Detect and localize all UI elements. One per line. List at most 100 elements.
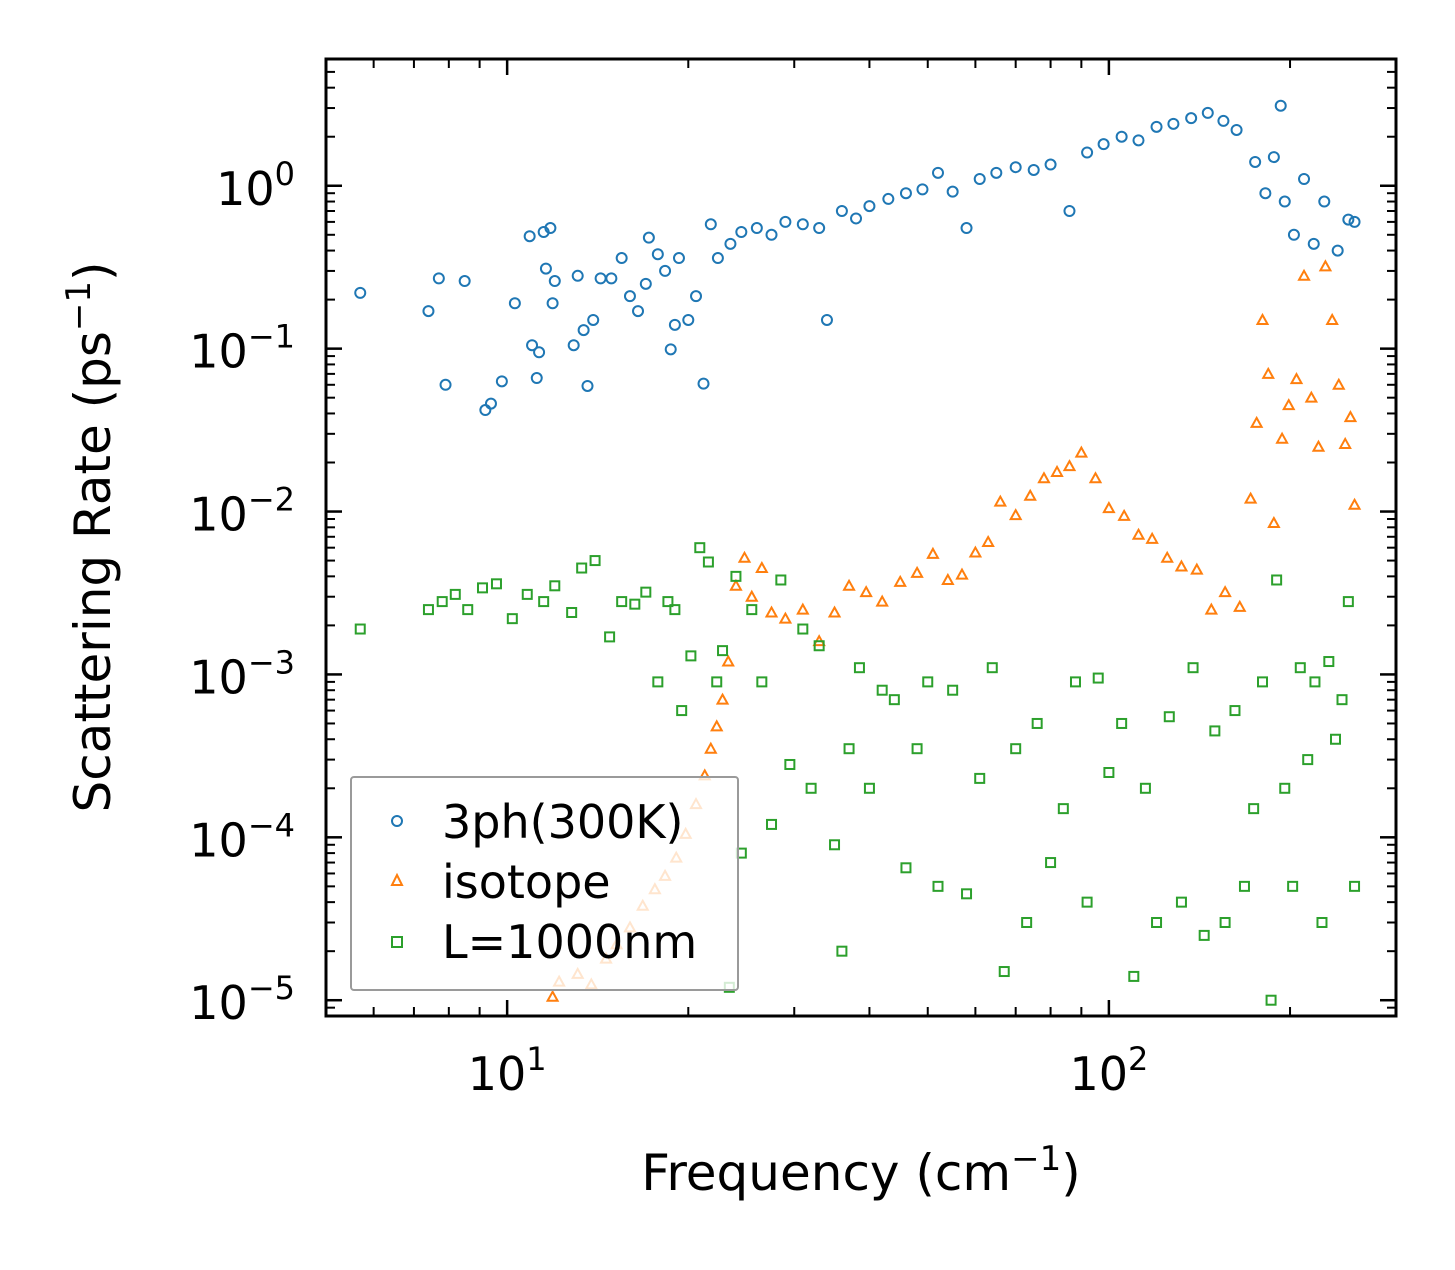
data-point-isotope — [1023, 488, 1037, 501]
data-point-l-1000nm — [506, 613, 518, 625]
data-point-isotope — [1289, 372, 1304, 385]
data-point-3ph-300k — [682, 313, 695, 326]
data-point-l-1000nm — [836, 945, 848, 957]
data-point-3ph-300k — [1044, 158, 1057, 171]
legend: 3ph(300K) isotope L=1000nm — [350, 776, 739, 991]
data-point-isotope — [1318, 259, 1333, 272]
data-point-l-1000nm — [1336, 694, 1348, 706]
data-point-3ph-300k — [779, 215, 792, 228]
legend-marker-circle — [391, 815, 403, 827]
legend-label-3ph: 3ph(300K) — [442, 795, 683, 849]
data-point-3ph-300k — [581, 379, 594, 392]
x-tick-label: 101 — [468, 1040, 547, 1101]
data-point-3ph-300k — [1342, 213, 1355, 226]
data-point-3ph-300k — [484, 397, 497, 410]
data-point-l-1000nm — [853, 662, 865, 674]
data-point-l-1000nm — [616, 596, 628, 608]
data-point-l-1000nm — [1057, 803, 1069, 815]
data-point-3ph-300k — [690, 290, 703, 303]
data-point-l-1000nm — [829, 839, 841, 851]
data-point-l-1000nm — [1349, 880, 1361, 892]
data-point-3ph-300k — [750, 222, 763, 235]
data-point-3ph-300k — [931, 166, 944, 179]
data-point-isotope — [968, 545, 983, 558]
data-point-3ph-300k — [548, 275, 561, 288]
data-point-isotope — [1267, 515, 1281, 529]
data-point-l-1000nm — [717, 645, 729, 657]
data-point-3ph-300k — [571, 269, 584, 282]
data-point-l-1000nm — [876, 684, 888, 696]
data-point-3ph-300k — [960, 222, 973, 235]
data-point-isotope — [1074, 445, 1089, 458]
data-point-isotope — [842, 578, 856, 591]
data-point-l-1000nm — [436, 596, 448, 608]
data-point-3ph-300k — [354, 286, 367, 299]
data-point-l-1000nm — [775, 574, 787, 586]
data-point-l-1000nm — [640, 586, 652, 598]
data-point-l-1000nm — [1031, 717, 1043, 729]
data-point-l-1000nm — [576, 562, 588, 574]
data-point-l-1000nm — [1257, 676, 1269, 688]
data-point-isotope — [755, 560, 769, 574]
y-tick-label: 10−2 — [189, 481, 295, 542]
y-axis-label: Scattering Rate (ps−1) — [59, 261, 122, 812]
data-point-isotope — [875, 594, 889, 607]
data-point-3ph-300k — [946, 185, 959, 198]
data-point-isotope — [955, 567, 969, 580]
data-point-3ph-300k — [1063, 204, 1076, 217]
data-point-3ph-300k — [539, 262, 552, 275]
data-point-l-1000nm — [1229, 705, 1241, 717]
data-point-isotope — [1249, 415, 1264, 428]
series-l-1000nm — [354, 542, 1361, 1006]
data-point-3ph-300k — [1249, 155, 1262, 168]
data-point-isotope — [545, 989, 560, 1002]
data-point-3ph-300k — [835, 204, 848, 217]
data-point-l-1000nm — [589, 555, 601, 567]
data-point-isotope — [1037, 471, 1051, 484]
data-point-isotope — [1243, 491, 1258, 504]
data-point-3ph-300k — [850, 212, 863, 225]
data-point-l-1000nm — [1116, 717, 1128, 729]
data-point-l-1000nm — [604, 631, 616, 643]
data-point-isotope — [1255, 312, 1270, 325]
data-point-3ph-300k — [458, 275, 471, 288]
data-point-isotope — [1174, 559, 1189, 572]
data-point-3ph-300k — [820, 313, 833, 326]
data-point-isotope — [1282, 398, 1296, 411]
data-point-l-1000nm — [932, 880, 944, 892]
data-point-isotope — [1204, 602, 1219, 615]
data-point-3ph-300k — [882, 192, 895, 205]
data-point-l-1000nm — [986, 662, 998, 674]
data-point-l-1000nm — [685, 650, 697, 662]
data-point-3ph-300k — [668, 318, 681, 331]
data-point-isotope — [941, 572, 955, 585]
data-point-3ph-300k — [813, 222, 826, 235]
data-point-3ph-300k — [1150, 120, 1163, 133]
data-point-3ph-300k — [508, 297, 521, 310]
data-point-3ph-300k — [1167, 117, 1180, 130]
data-point-l-1000nm — [1287, 880, 1299, 892]
data-point-l-1000nm — [922, 676, 934, 688]
data-point-3ph-300k — [796, 218, 809, 231]
y-tick-label: 10−1 — [189, 318, 295, 379]
data-point-isotope — [981, 534, 995, 548]
data-point-l-1000nm — [1219, 916, 1231, 928]
data-point-l-1000nm — [566, 606, 578, 618]
x-tick-label: 102 — [1069, 1040, 1148, 1101]
x-axis-label: Frequency (cm−1) — [641, 1139, 1081, 1202]
data-point-l-1000nm — [1342, 596, 1354, 608]
data-point-l-1000nm — [1092, 672, 1104, 684]
data-point-3ph-300k — [711, 252, 724, 265]
data-point-isotope — [721, 654, 735, 667]
data-point-3ph-300k — [567, 339, 580, 352]
data-point-3ph-300k — [642, 231, 655, 244]
data-point-isotope — [1050, 464, 1064, 477]
data-point-l-1000nm — [1069, 676, 1081, 688]
data-point-l-1000nm — [961, 888, 973, 900]
data-point-3ph-300k — [659, 264, 672, 277]
data-point-isotope — [1233, 599, 1247, 612]
data-point-3ph-300k — [1217, 114, 1230, 127]
data-point-3ph-300k — [1027, 163, 1040, 176]
data-point-3ph-300k — [863, 200, 876, 213]
